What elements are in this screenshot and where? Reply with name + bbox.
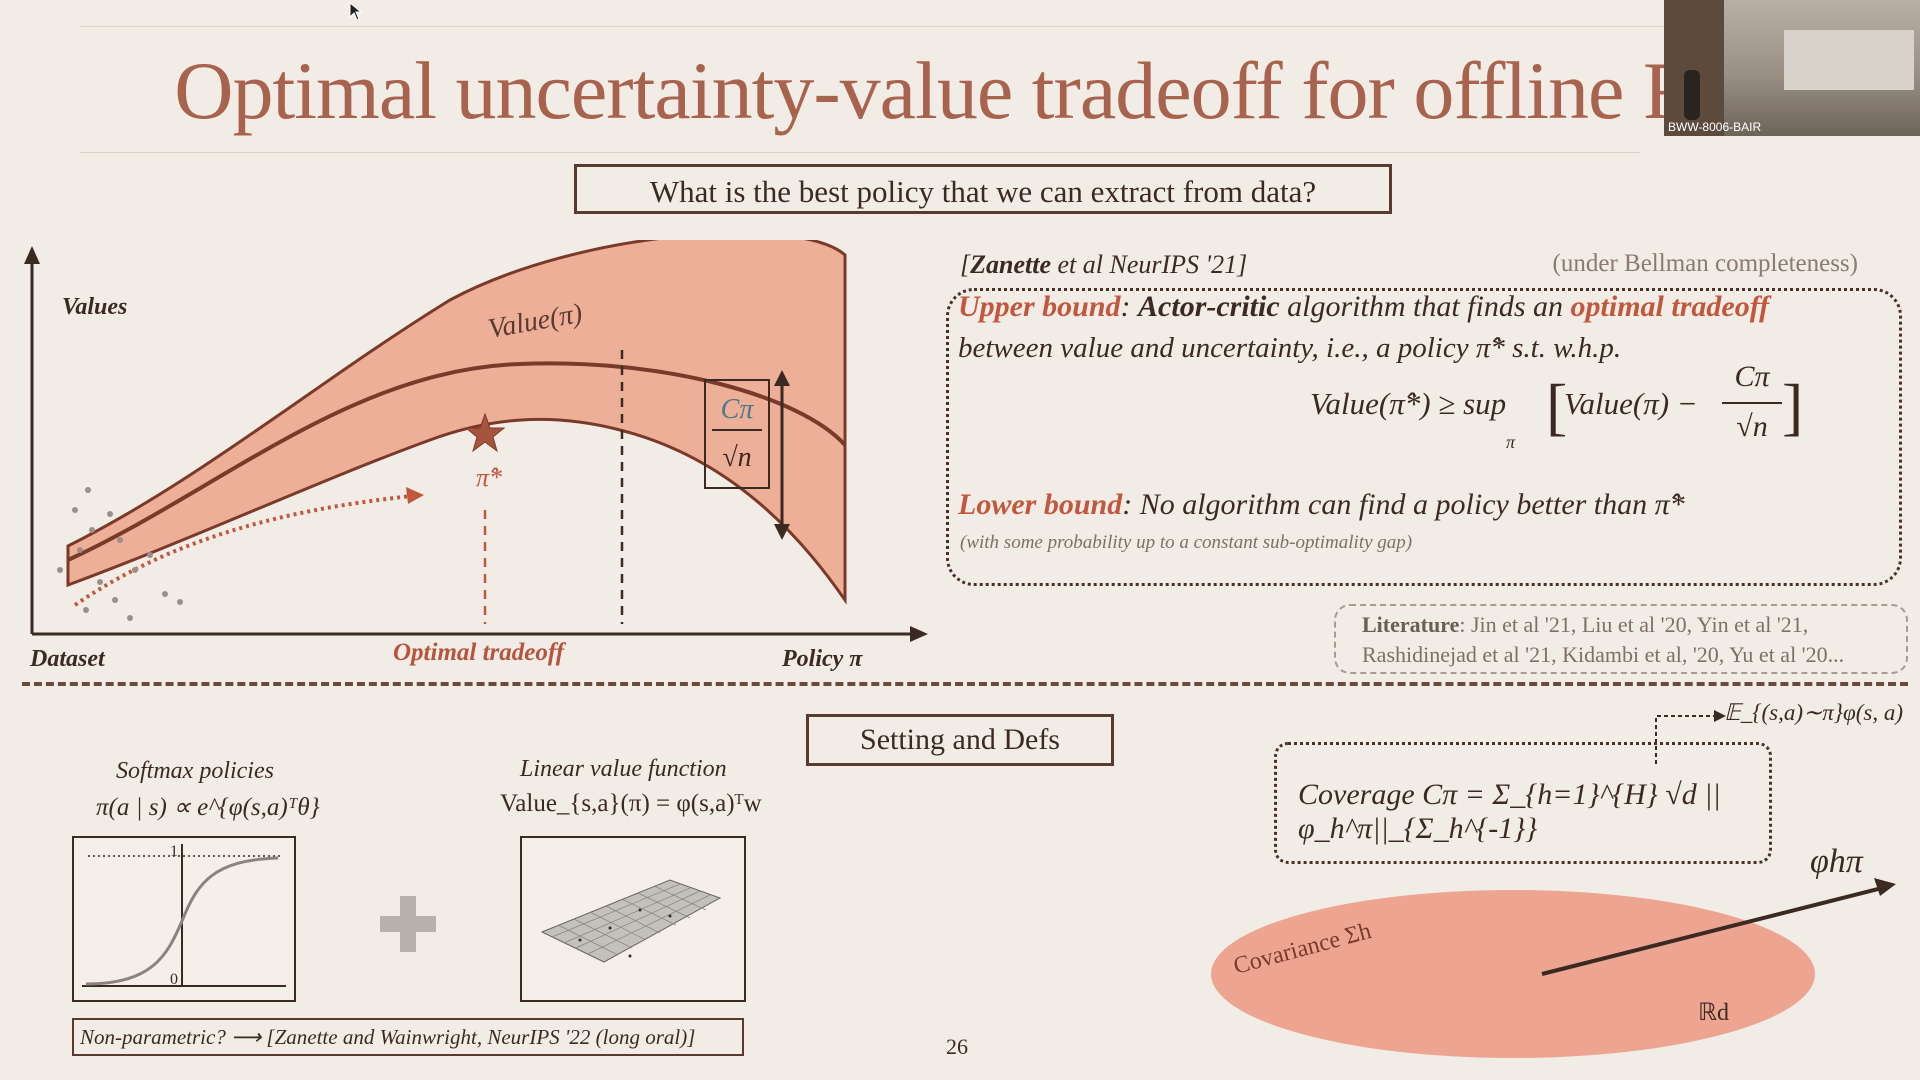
formula-sub: π (1506, 432, 1516, 452)
uncertainty-band (66, 240, 847, 605)
lower-bound-note: (with some probability up to a constant … (960, 532, 1413, 553)
top-rule (80, 26, 1840, 27)
x-axis-left-label: Dataset (29, 646, 106, 672)
setting-box: Setting and Defs (806, 714, 1114, 766)
covariance-ellipse (1211, 890, 1815, 1058)
y-axis-label: Values (62, 294, 127, 320)
question-box: What is the best policy that we can extr… (574, 164, 1392, 214)
webcam-caption: BWW-8006-BAIR (1668, 120, 1762, 134)
star-icon (464, 412, 506, 453)
formula-lhs: Value(π̂*) ≥ sup (1310, 386, 1507, 421)
literature-box: Literature: Jin et al '21, Liu et al '20… (1334, 604, 1908, 674)
fraction-numerator: Cπ (721, 394, 755, 425)
x-axis-mid-label: Optimal tradeoff (393, 639, 567, 666)
coverage-formula: Coverage Cπ = Σ_{h=1}^{H} √d ||φ_h^π||_{… (1298, 778, 1721, 845)
formula-numerator: Cπ (1734, 360, 1770, 393)
bracket-right: ] (1782, 371, 1804, 442)
sigmoid-bottom-label: 0 (170, 971, 178, 988)
softmax-title: Softmax policies (116, 758, 274, 784)
section-divider (22, 682, 1908, 686)
formula-denominator: √n (1736, 410, 1768, 443)
fraction-denominator: √n (722, 442, 751, 473)
fraction-box (704, 379, 770, 489)
title-rule (80, 152, 1640, 153)
expectation-label: 𝔼_{(s,a)∼π}φ(s, a) (1724, 700, 1903, 725)
dataset-points (57, 487, 183, 621)
vector-label: φhπ (1810, 843, 1864, 880)
plane-plot (520, 836, 746, 1002)
value-curve (67, 361, 847, 562)
result-box (946, 288, 1902, 586)
formula-value: Value(π) − (1564, 386, 1698, 421)
cursor-icon (349, 2, 363, 21)
upper-bound-line: Upper bound: Actor-critic algorithm that… (958, 290, 1770, 323)
webcam-thumbnail[interactable]: BWW-8006-BAIR (1664, 0, 1920, 136)
bracket-left: [ (1546, 371, 1568, 442)
x-axis-right-label: Policy π (781, 646, 863, 672)
nonparametric-note: Non-parametric? ⟶ [Zanette and Wainwrigh… (72, 1018, 744, 1056)
upper-bound-line-2: between value and uncertainty, i.e., a p… (958, 332, 1622, 364)
covariance-diagram: Covariance Σh ℝd φhπ (1211, 843, 1896, 1058)
slide-title: Optimal uncertainty-value tradeoff for o… (174, 45, 1746, 136)
phi-vector (1541, 884, 1891, 976)
plus-icon (380, 896, 436, 952)
space-label: ℝd (1698, 1000, 1729, 1026)
softmax-formula: π(a | s) ∝ e^{φ(s,a)ᵀθ} (96, 794, 320, 821)
star-label: π̂* (476, 463, 502, 492)
expectation-pointer (1655, 710, 1726, 764)
sigmoid-plot: 1 0 (72, 836, 296, 1002)
lower-bound-line: Lower bound: No algorithm can find a pol… (958, 488, 1685, 521)
linear-title: Linear value function (520, 756, 727, 782)
tradeoff-figure: Cπ √n Values Value(π) π̂* Dataset Optima… (24, 240, 928, 672)
citation: [Zanette et al NeurIPS '21] (960, 250, 1248, 279)
linear-formula: Value_{s,a}(π) = φ(s,a)ᵀw (500, 790, 762, 817)
coverage-box (1274, 742, 1772, 864)
formula-fraction-bar (1722, 402, 1782, 404)
condition-note: (under Bellman completeness) (1552, 250, 1858, 277)
page-number: 26 (946, 1034, 968, 1059)
sigmoid-top-label: 1 (170, 843, 178, 860)
